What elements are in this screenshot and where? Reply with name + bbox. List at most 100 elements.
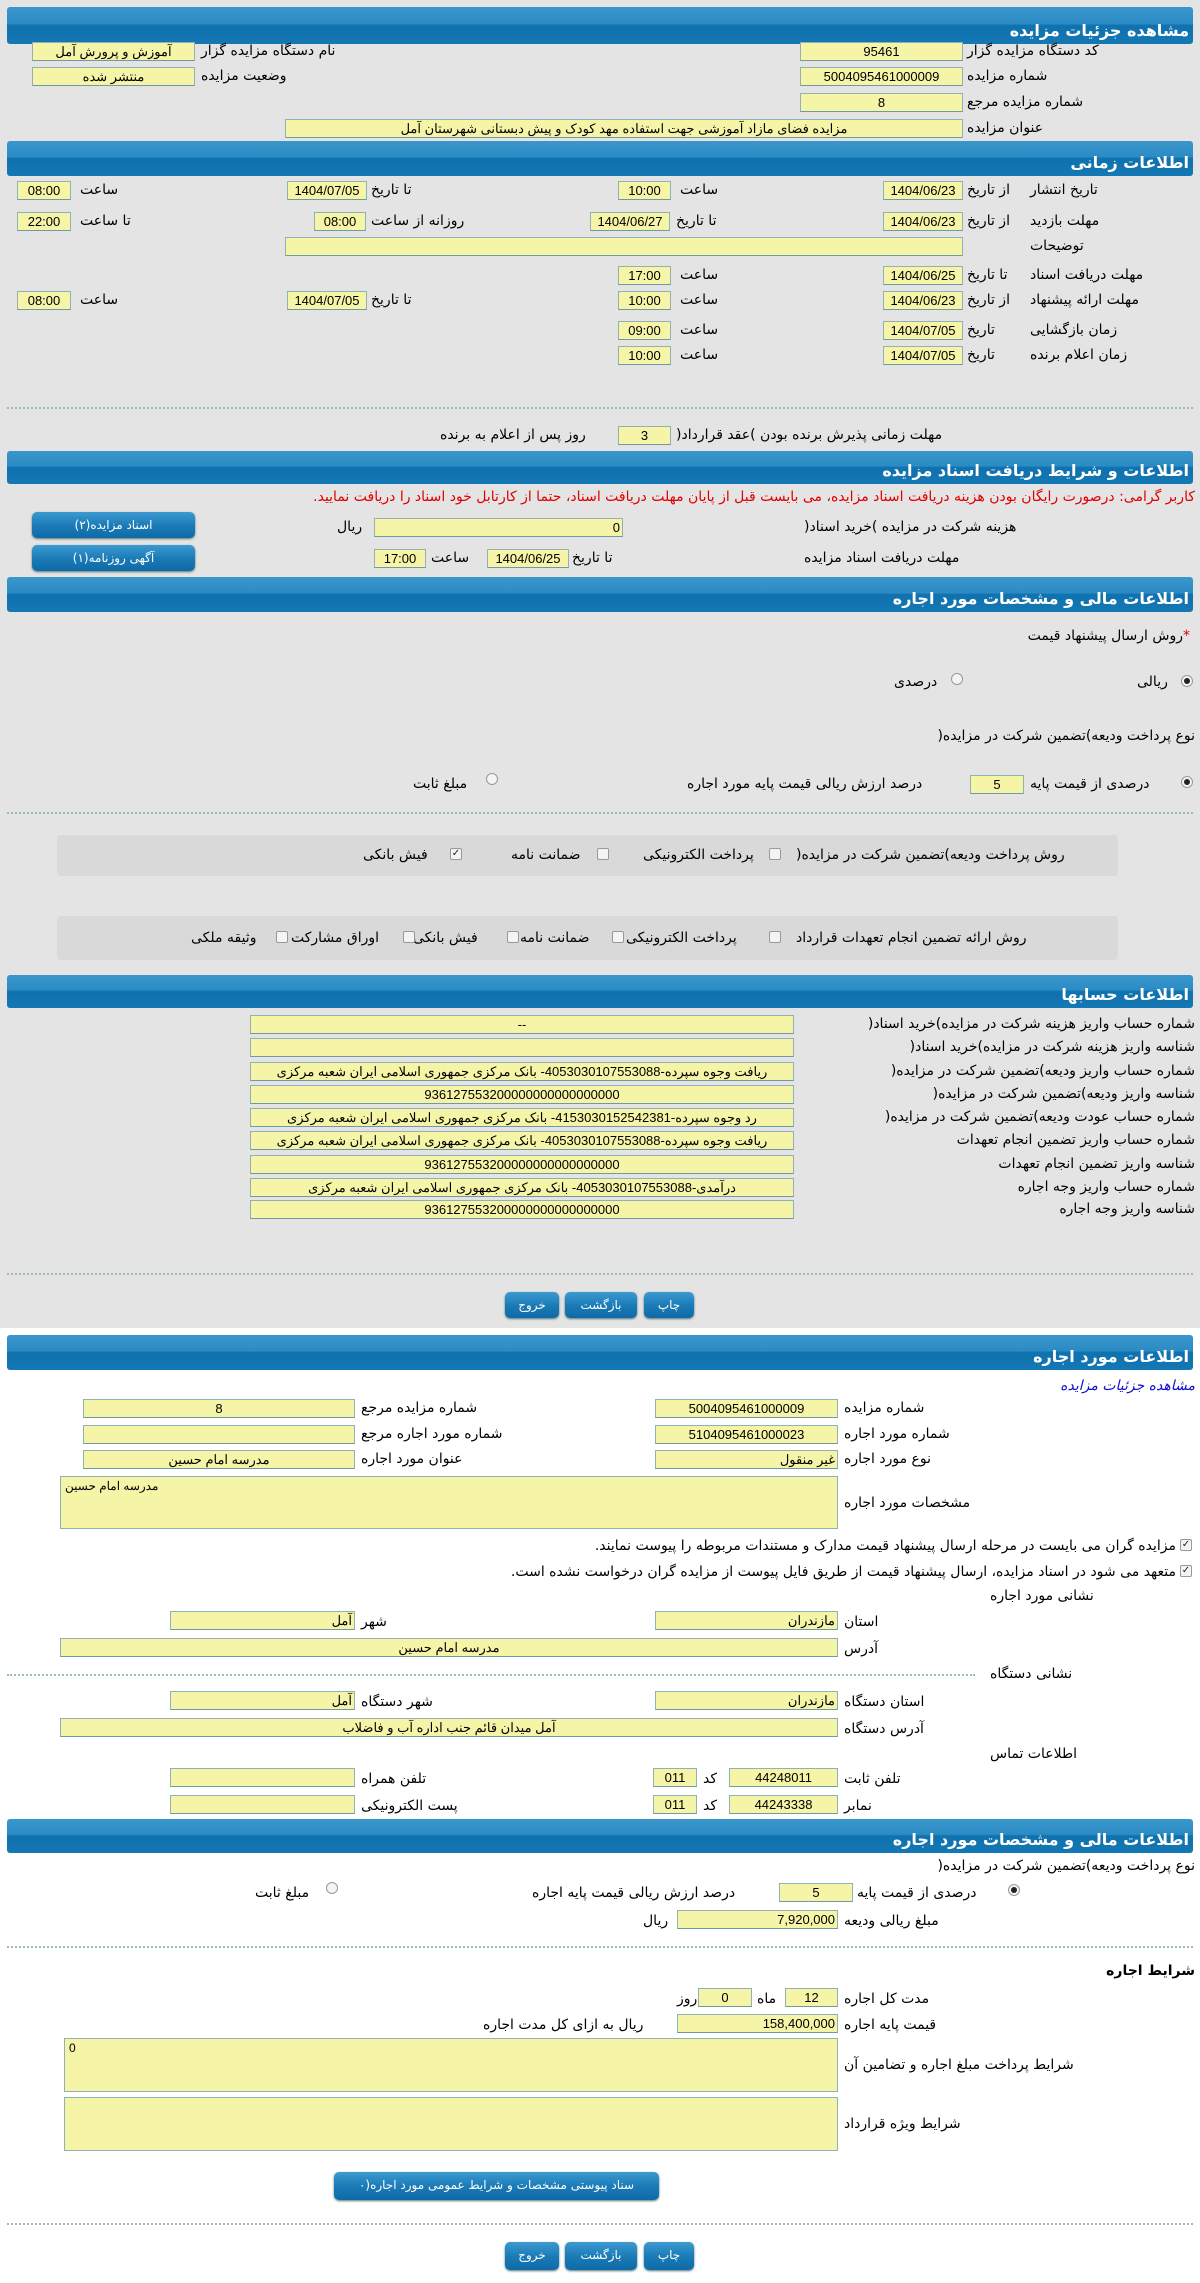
docs-to-date[interactable]: 1404/06/25 [883,266,963,285]
print-button[interactable]: چاپ [644,2242,694,2270]
deposit-bank-receipt-checkbox[interactable]: ✓ [450,848,462,860]
special-terms-textarea[interactable] [64,2097,838,2151]
hour-label: ساعت [80,182,119,198]
pct-of-base-label: درصدی از قیمت پایه [1030,776,1150,792]
item-type-field[interactable]: غیر منقول [655,1450,838,1469]
org-name-field[interactable]: آموزش و پرورش آمل [32,42,195,61]
account-field[interactable]: 936127553200000000000000000 [250,1155,794,1174]
visit-to-date[interactable]: 1404/06/27 [590,212,670,231]
fixed-label: مبلغ ثابت [413,776,468,792]
fee-field[interactable]: 0 [374,518,623,537]
print-button[interactable]: چاپ [644,1292,694,1318]
status-field[interactable]: منتشر شده [32,67,195,86]
account-field[interactable]: 936127553200000000000000000 [250,1200,794,1219]
guarantee-bonds-checkbox[interactable] [403,931,415,943]
item-title-field[interactable]: مدرسه امام حسین [83,1450,355,1469]
ref-no-field[interactable]: 8 [800,93,963,112]
auction-no-field[interactable]: 5004095461000009 [655,1399,838,1418]
subject-field[interactable]: مزایده فضای مازاد آموزشی جهت استفاده مهد… [285,119,963,138]
newspaper-ad-button[interactable]: آگهی روزنامه(۱) [32,545,195,571]
account-field[interactable]: 936127553200000000000000000 [250,1085,794,1104]
mobile-field[interactable] [170,1768,355,1787]
deposit-amount-field[interactable]: 7,920,000 [677,1910,838,1929]
phone-field[interactable]: 44248011 [729,1768,838,1787]
fixed-radio[interactable] [486,773,498,785]
fax-code-field[interactable]: 011 [653,1795,697,1814]
publish-to-date[interactable]: 1404/07/05 [287,181,367,200]
divider [7,1273,1193,1275]
fixed-radio[interactable] [326,1882,338,1894]
winner-time[interactable]: 10:00 [618,346,671,365]
publish-from-date[interactable]: 1404/06/23 [883,181,963,200]
visit-daily-from[interactable]: 08:00 [314,212,366,231]
divider [7,407,1193,409]
winner-date[interactable]: 1404/07/05 [883,346,963,365]
guarantee-bank-checkbox[interactable] [507,931,519,943]
section-header-auction-details: مشاهده جزئیات مزایده [7,7,1193,44]
opening-time[interactable]: 09:00 [618,321,671,340]
phone-code-field[interactable]: 011 [653,1768,697,1787]
address-field[interactable]: مدرسه امام حسین [60,1638,838,1657]
pct-value-field[interactable]: 5 [779,1883,853,1902]
guarantee-electronic-checkbox[interactable] [769,931,781,943]
account-field[interactable]: ریافت وجوه سپرده-4053030107553088- بانک … [250,1062,794,1081]
province-field[interactable]: مازندران [655,1611,838,1630]
exit-button[interactable]: خروج [505,2242,559,2270]
item-no-field[interactable]: 5104095461000023 [655,1425,838,1444]
account-field[interactable]: درآمدی-4053030107553088- بانک مرکزی جمهو… [250,1178,794,1197]
offer-to-date[interactable]: 1404/07/05 [287,291,367,310]
deposit-guarantee-checkbox[interactable] [597,848,609,860]
docs-time[interactable]: 17:00 [618,266,671,285]
visit-from-date[interactable]: 1404/06/23 [883,212,963,231]
item-spec-textarea[interactable]: مدرسه امام حسین [60,1476,838,1529]
email-field[interactable] [170,1795,355,1814]
guarantee-letter-checkbox[interactable] [612,931,624,943]
exit-button[interactable]: خروج [505,1292,559,1318]
docs-deadline-time[interactable]: 17:00 [374,549,426,568]
attachment-docs-button[interactable]: سناد پیوستی مشخصات و شرایط عمومی مورد اج… [334,2172,659,2200]
to-date-label: تا تاریخ [676,213,717,229]
notes-field[interactable] [285,237,963,256]
ref-no-field[interactable]: 8 [83,1399,355,1418]
offer-to-time[interactable]: 08:00 [17,291,71,310]
deposit-electronic-checkbox[interactable] [769,848,781,860]
no-attachment-checkbox[interactable]: ✓ [1180,1565,1192,1577]
city-field[interactable]: آمل [170,1611,355,1630]
months-field[interactable]: 12 [785,1988,838,2007]
account-field[interactable]: ریافت وجوه سپرده-4053030107553088- بانک … [250,1131,794,1150]
org-address-field[interactable]: آمل میدان قائم جنب اداره آب و فاضلاب [60,1718,838,1737]
pct-of-base-radio[interactable] [1181,776,1193,788]
back-button[interactable]: بازگشت [565,2242,637,2270]
publish-from-time[interactable]: 10:00 [618,181,671,200]
accept-days-field[interactable]: 3 [618,426,671,445]
attach-docs-checkbox[interactable]: ✓ [1180,1539,1192,1551]
item-ref-field[interactable] [83,1425,355,1444]
account-field[interactable] [250,1038,794,1057]
account-field[interactable]: رد وجوه سپرده-4153030152542381- بانک مرک… [250,1108,794,1127]
org-city-field[interactable]: آمل [170,1691,355,1710]
offer-from-date[interactable]: 1404/06/23 [883,291,963,310]
payment-terms-textarea[interactable]: 0 [64,2038,838,2092]
org-province-field[interactable]: مازندران [655,1691,838,1710]
publish-to-time[interactable]: 08:00 [17,181,71,200]
deposit-method-label: روش پرداخت ودیعه)تضمین شرکت در مزایده( [796,847,1065,863]
auction-no-field[interactable]: 5004095461000009 [800,67,963,86]
opening-date[interactable]: 1404/07/05 [883,321,963,340]
account-field[interactable]: -- [250,1015,794,1034]
percent-radio[interactable] [951,673,963,685]
guarantee-property-checkbox[interactable] [276,931,288,943]
org-code-field[interactable]: 95461 [800,42,963,61]
back-button[interactable]: بازگشت [565,1292,637,1318]
deposit-type-label: نوع پرداخت ودیعه)تضمین شرکت در مزایده( [937,1858,1195,1874]
offer-from-time[interactable]: 10:00 [618,291,671,310]
pct-value-field[interactable]: 5 [970,775,1024,794]
pct-of-base-radio[interactable] [1008,1884,1020,1896]
visit-daily-to[interactable]: 22:00 [17,212,71,231]
auction-details-link[interactable]: مشاهده جزئیات مزایده [1060,1378,1195,1394]
auction-docs-button[interactable]: اسناد مزایده(۲) [32,512,195,538]
days-field[interactable]: 0 [698,1988,752,2007]
rial-radio[interactable] [1181,675,1193,687]
fax-field[interactable]: 44243338 [729,1795,838,1814]
docs-deadline-date[interactable]: 1404/06/25 [487,549,569,568]
base-price-field[interactable]: 158,400,000 [677,2014,838,2033]
